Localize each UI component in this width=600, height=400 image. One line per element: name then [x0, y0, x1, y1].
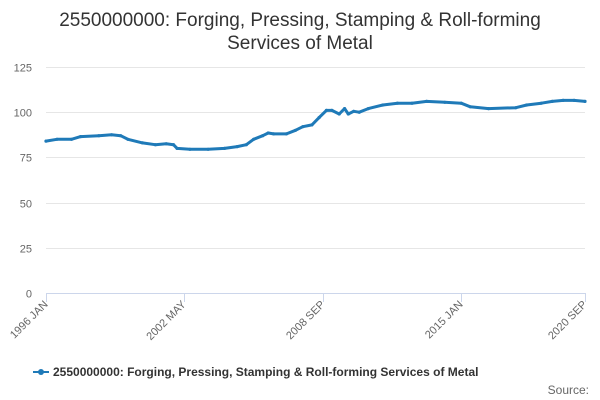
data-point-39	[443, 100, 447, 104]
data-point-26	[317, 116, 321, 120]
chart-title-line-2: Services of Metal	[227, 33, 373, 54]
data-point-30	[343, 107, 347, 111]
series-group	[44, 98, 587, 151]
data-point-3	[79, 135, 83, 139]
data-point-27	[324, 108, 328, 112]
x-axis-ticks: 1996 JAN 2002 MAY 2008 SEP 2015 JAN 2020 SEP	[8, 293, 590, 343]
data-point-22	[284, 132, 288, 136]
data-point-23	[293, 128, 298, 132]
source-credit: Source:	[548, 383, 589, 397]
data-point-41	[468, 105, 472, 109]
chart-title-line-1: 2550000000: Forging, Pressing, Stamping …	[59, 10, 541, 31]
chart-title: 2550000000: Forging, Pressing, Stamping …	[59, 10, 541, 54]
data-point-12	[175, 146, 179, 150]
data-point-5	[110, 133, 114, 137]
data-point-13	[188, 147, 192, 151]
data-point-35	[381, 103, 385, 107]
y-tick-label-25: 25	[20, 244, 32, 256]
data-point-24	[301, 125, 305, 129]
data-point-7	[126, 137, 130, 141]
y-tick-label-100: 100	[14, 108, 32, 120]
data-point-42	[486, 107, 491, 111]
data-point-46	[550, 99, 554, 103]
data-point-10	[164, 142, 168, 146]
data-point-20	[266, 131, 270, 135]
legend-item-label: 2550000000: Forging, Pressing, Stamping …	[53, 365, 478, 379]
data-point-21	[272, 132, 276, 136]
data-point-4	[97, 134, 101, 138]
y-tick-label-125: 125	[14, 63, 32, 75]
data-point-9	[153, 143, 157, 147]
data-point-6	[119, 134, 123, 138]
data-point-36	[395, 101, 399, 105]
x-tick-label-0: 1996 JAN	[8, 299, 51, 342]
data-point-1	[55, 137, 59, 141]
data-point-38	[425, 99, 429, 103]
data-point-25	[310, 123, 314, 127]
series-line-0	[44, 98, 587, 151]
legend-marker-icon	[38, 369, 44, 375]
data-point-18	[252, 137, 256, 141]
data-point-37	[410, 101, 414, 105]
data-point-33	[357, 110, 361, 114]
data-point-17	[244, 143, 248, 147]
data-point-48	[572, 98, 576, 102]
data-point-40	[459, 101, 463, 105]
data-point-47	[561, 98, 565, 102]
data-point-49	[583, 99, 587, 103]
data-point-11	[171, 143, 176, 147]
data-point-19	[261, 134, 265, 138]
data-point-2	[69, 137, 74, 141]
data-point-45	[539, 101, 543, 105]
data-point-29	[337, 112, 341, 116]
y-tick-label-50: 50	[20, 199, 32, 211]
data-point-32	[352, 109, 356, 113]
data-point-15	[222, 146, 227, 150]
data-point-8	[140, 141, 145, 145]
data-point-43	[514, 106, 518, 110]
data-point-28	[330, 108, 334, 112]
data-point-14	[206, 147, 210, 151]
y-axis-tick-labels: 0 25 50 75 100 125	[14, 63, 32, 301]
data-point-0	[44, 139, 48, 143]
x-tick-label-4: 2020 SEP	[546, 299, 590, 343]
data-point-34	[366, 107, 370, 111]
y-tick-label-0: 0	[26, 289, 32, 301]
x-tick-label-3: 2015 JAN	[423, 299, 466, 342]
x-tick-label-1: 2002 MAY	[144, 298, 189, 343]
legend[interactable]: 2550000000: Forging, Pressing, Stamping …	[33, 365, 478, 379]
data-point-31	[346, 112, 350, 116]
data-point-44	[525, 103, 529, 107]
grid-lines	[46, 67, 585, 249]
x-tick-label-2: 2008 SEP	[284, 299, 328, 343]
y-tick-label-75: 75	[20, 153, 32, 165]
data-point-16	[235, 145, 239, 149]
